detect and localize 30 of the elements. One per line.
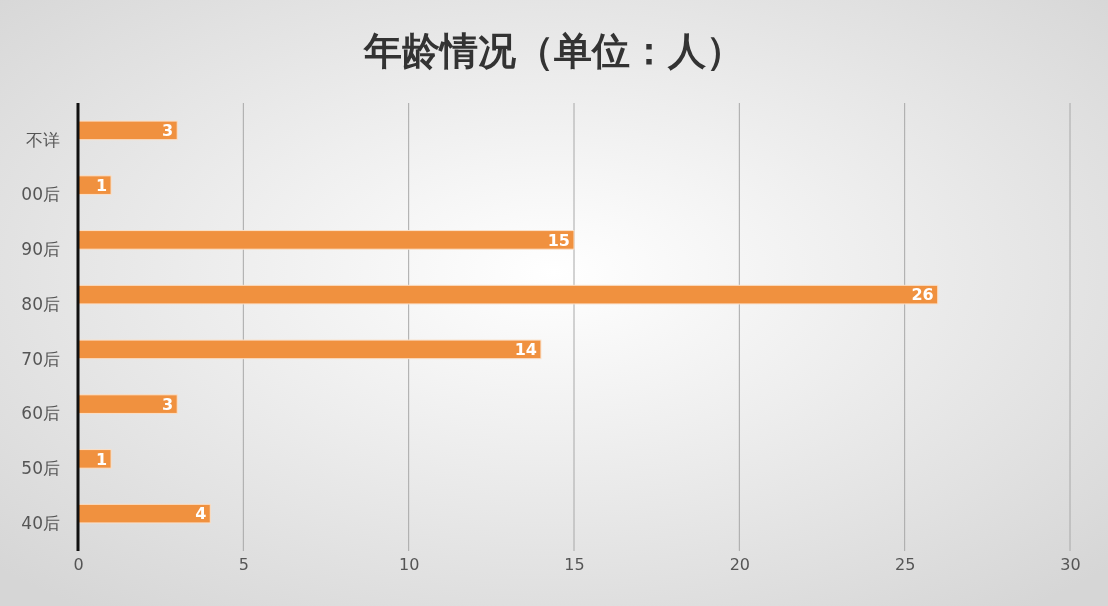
data-label: 3 <box>162 121 174 141</box>
bar <box>77 230 575 250</box>
bar <box>77 120 178 141</box>
x-tick-label: 0 <box>73 555 84 575</box>
x-tick-label: 20 <box>729 555 751 575</box>
chart-title: 年龄情况（单位：人） <box>363 29 744 73</box>
data-label: 26 <box>911 285 934 305</box>
x-tick-label: 5 <box>238 555 249 575</box>
y-tick-label: 60后 <box>21 403 60 424</box>
data-label: 4 <box>195 504 207 524</box>
x-tick-label: 15 <box>564 555 585 575</box>
data-label: 1 <box>95 175 108 195</box>
data-label: 15 <box>547 230 570 250</box>
x-tick-label: 10 <box>398 555 420 575</box>
data-label: 1 <box>95 449 108 469</box>
y-tick-label: 不详 <box>26 129 60 150</box>
y-tick-label: 50后 <box>21 458 60 479</box>
bar <box>77 503 211 524</box>
y-tick-label: 90后 <box>21 239 60 260</box>
bar <box>77 339 542 360</box>
data-label: 14 <box>514 340 537 360</box>
y-tick-label: 70后 <box>21 348 60 369</box>
data-label: 3 <box>162 394 174 414</box>
x-tick-label: 25 <box>894 555 916 575</box>
y-tick-label: 00后 <box>21 184 60 205</box>
bar <box>77 394 178 414</box>
y-tick-label: 80后 <box>21 293 60 314</box>
bar <box>77 284 939 305</box>
y-tick-label: 40后 <box>21 512 60 533</box>
x-tick-label: 30 <box>1060 555 1081 575</box>
